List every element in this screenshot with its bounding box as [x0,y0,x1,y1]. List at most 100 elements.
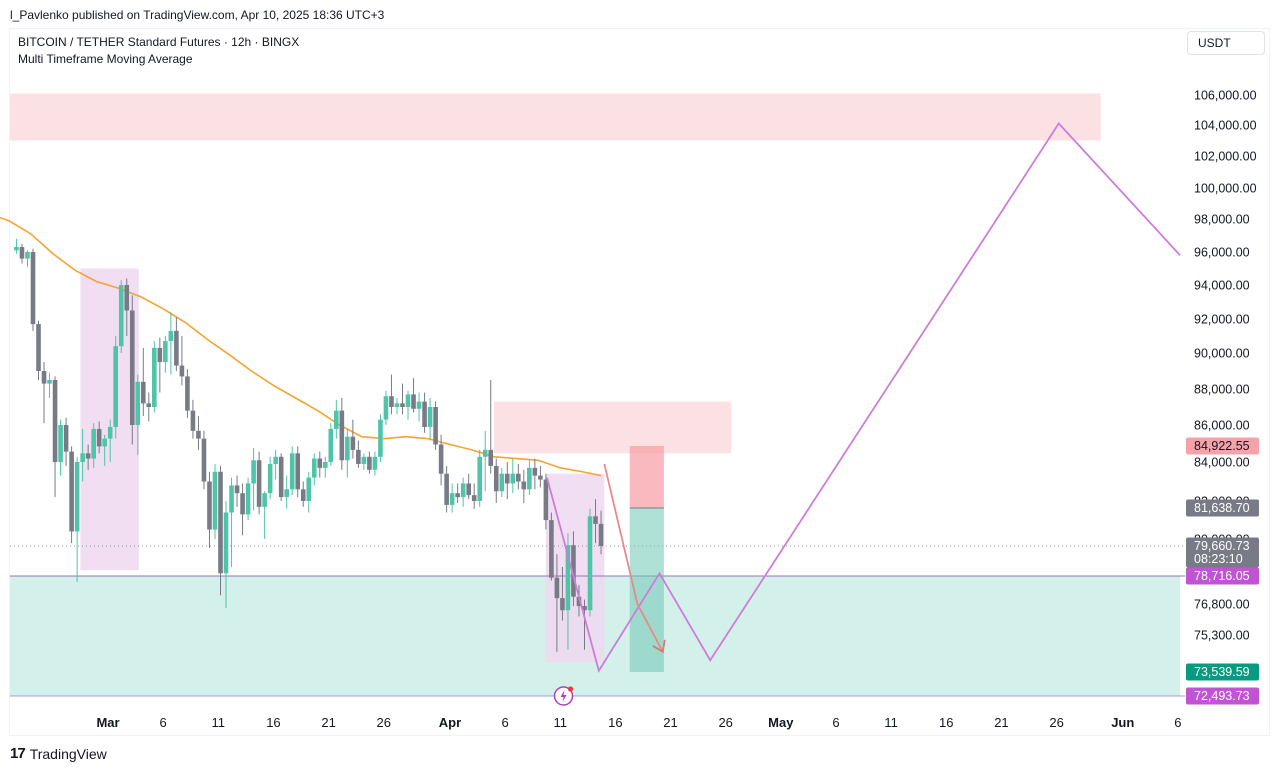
price-label-text: 78,716.05 [1194,569,1250,583]
highlight-march[interactable] [80,268,139,571]
candle-body [85,453,91,459]
y-axis-label: 106,000.00 [1194,89,1257,103]
candle-body [576,596,582,607]
candle-body [532,467,538,476]
y-axis-label: 102,000.00 [1194,150,1257,164]
candle-body [383,396,389,420]
chart-title: BITCOIN / TETHER Standard Futures · 12h … [18,35,300,49]
indicator-name[interactable]: Multi Timeframe Moving Average [18,52,193,66]
y-axis-label: 76,800.00 [1194,598,1250,612]
y-axis-label: 86,000.00 [1194,419,1250,433]
price-label-badge[interactable] [1186,537,1259,568]
forecast-arrow-head [652,639,666,654]
candle-body [361,456,367,464]
candle-body [350,436,356,450]
y-axis-label: 90,000.00 [1194,347,1250,361]
candle-body [405,394,411,407]
candle-body [47,380,52,384]
candle-body [306,477,312,501]
x-axis-label: 21 [994,715,1008,730]
candle-body [433,407,438,445]
candle-body [118,285,124,347]
x-axis-label: 16 [608,715,622,730]
candle-body [229,485,234,513]
candle-body [251,460,256,484]
candle-body [334,410,339,429]
candle-body [25,252,30,259]
projection-path[interactable] [546,122,1181,673]
event-notification-dot [567,686,574,692]
candle-body [521,481,527,490]
candle-body [416,401,422,409]
candle-body [245,483,251,515]
x-axis-label: Jun [1111,715,1134,730]
y-axis-label: 100,000.00 [1194,182,1257,196]
tradingview-logo: 17 TradingView [10,745,107,762]
candle-body [400,403,405,407]
price-label-text: 73,539.59 [1194,665,1250,679]
candle-body [157,347,163,362]
x-axis-label: 16 [939,715,953,730]
candle-body [52,380,58,462]
candle-body [223,512,229,574]
candle-body [146,403,152,407]
candle-body [587,516,593,611]
candle-body [389,396,394,407]
candle-body [140,381,146,404]
price-label-badge[interactable] [1186,567,1259,585]
candle-body [322,462,328,468]
candle-body [598,523,604,547]
y-axis-label: 92,000.00 [1194,313,1250,327]
candle-body [174,330,179,366]
resistance-zone-mid[interactable] [494,401,732,454]
candle-body [207,481,212,530]
forecast-arrow[interactable] [603,463,664,653]
candle-body [565,545,571,611]
candle-body [102,438,107,447]
price-label-badge[interactable] [1186,687,1259,705]
price-label-badge[interactable] [1186,437,1259,455]
currency-selector[interactable]: USDT [1187,31,1265,55]
candle-body [284,489,289,498]
candle-body [240,493,245,515]
y-axis-label: 75,300.00 [1194,629,1250,643]
x-axis-label: Apr [439,715,461,730]
candle-body [411,394,416,409]
candle-body [185,376,190,411]
candle-body [300,489,306,501]
candle-body [311,458,317,478]
price-label-text: 81,638.70 [1194,501,1250,515]
candle-body [267,463,273,494]
resistance-zone-upper[interactable] [10,93,1101,141]
candle-body [571,545,576,597]
candle-body [295,453,301,490]
moving-average-line [0,216,602,477]
x-axis-label: 11 [212,715,226,730]
candle-body [168,330,174,342]
candle-body [328,428,334,462]
candle-body [201,438,207,482]
candle-body [504,473,510,484]
candle-body [196,430,201,439]
candle-body [19,247,25,259]
candle-body [438,444,444,474]
price-label-badge[interactable] [1186,663,1259,681]
position-stop-zone[interactable] [629,446,664,508]
publish-caption: l_Pavlenko published on TradingView.com,… [10,8,385,22]
candle-body [317,458,323,468]
x-axis-label: 11 [553,715,567,730]
candle-body [135,381,141,425]
candle-body [80,453,85,462]
x-axis-label: 6 [501,715,508,730]
candle-body [179,365,185,377]
price-label-badge[interactable] [1186,499,1259,517]
candle-body [63,425,69,452]
candle-body [41,371,47,384]
candle-body [367,456,372,470]
candle-body [345,436,350,461]
candle-body [163,341,168,362]
candle-body [190,410,196,431]
candle-body [36,324,41,371]
y-axis-label: 98,000.00 [1194,213,1250,227]
